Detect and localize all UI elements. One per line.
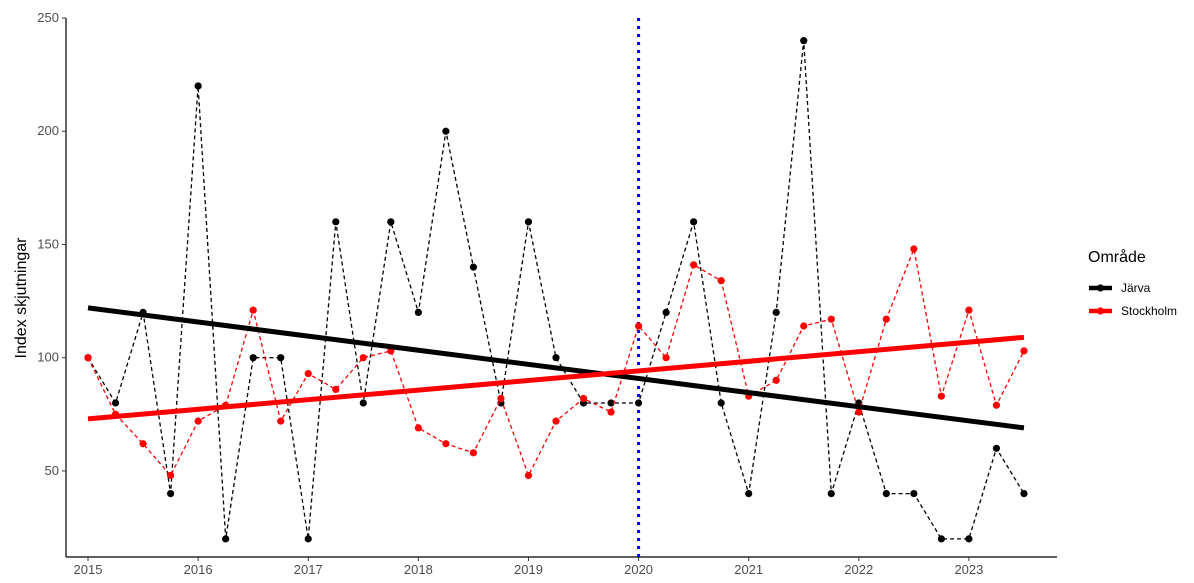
data-point-stockholm [607,408,615,416]
y-tick-label: 100 [37,350,59,365]
legend-items: Järva Stockholm [1089,281,1177,318]
data-point-j-rva [662,308,670,317]
data-point-stockholm [194,417,202,425]
x-tick-label: 2023 [954,562,983,577]
x-tick-label: 2018 [404,562,433,577]
data-point-j-rva [332,218,340,226]
data-point-j-rva [965,535,973,543]
data-point-stockholm [167,471,175,480]
data-point-stockholm [800,322,808,330]
legend-swatch-point [1096,284,1105,292]
data-point-stockholm [910,245,918,253]
legend: Område Järva Stockholm [1088,248,1177,318]
y-tick-label: 250 [37,10,59,25]
data-point-j-rva [111,399,120,407]
x-tick-label: 2020 [624,562,653,577]
data-point-j-rva [937,535,945,543]
data-point-stockholm [965,306,973,314]
data-point-j-rva [469,263,478,271]
data-point-j-rva [524,218,533,226]
data-point-j-rva [167,489,175,498]
data-point-stockholm [772,376,780,384]
legend-item-stockholm: Stockholm [1089,304,1177,318]
series-line-j-rva [87,40,1025,540]
data-point-stockholm [414,424,422,432]
x-tick-label: 2015 [74,562,103,577]
data-point-j-rva [222,535,230,543]
x-tick-label: 2021 [734,562,763,577]
series-j-rva [84,37,1028,543]
data-point-stockholm [524,471,533,480]
data-point-j-rva [442,127,450,135]
data-point-j-rva [717,399,725,407]
data-point-stockholm [359,354,367,362]
data-point-j-rva [194,82,202,90]
data-point-stockholm [992,401,1001,409]
data-point-j-rva [634,399,643,407]
x-tick-label: 2019 [514,562,543,577]
series-layer [84,37,1028,543]
data-point-stockholm [469,449,478,457]
data-point-j-rva [992,444,1001,452]
data-point-j-rva [414,308,422,317]
data-point-j-rva [249,354,257,362]
series-line-stockholm [87,246,1025,478]
data-point-stockholm [855,408,863,416]
data-point-stockholm [690,261,698,269]
legend-swatch-point [1096,307,1105,315]
data-point-j-rva [607,399,615,407]
data-point-stockholm [277,417,285,425]
data-point-j-rva [882,489,890,498]
data-point-j-rva [387,218,395,226]
data-point-j-rva [772,308,780,317]
data-point-stockholm [579,394,588,403]
data-point-stockholm [882,315,890,323]
trend-line-j-rva [87,305,1025,431]
data-point-j-rva [690,218,698,226]
legend-item-j-rva: Järva [1089,281,1151,295]
x-tick-label: 2017 [294,562,323,577]
data-point-j-rva [304,535,312,543]
x-tick-label: 2016 [184,562,213,577]
data-point-stockholm [84,354,92,362]
data-point-stockholm [442,440,450,448]
data-point-stockholm [552,417,560,425]
data-point-j-rva [277,354,285,362]
data-point-stockholm [827,315,835,323]
data-point-j-rva [910,489,918,498]
x-tick-label: 2022 [844,562,873,577]
trend-layer [87,305,1025,431]
data-point-stockholm [634,322,643,330]
y-tick-label: 50 [45,463,59,478]
data-point-j-rva [827,489,835,498]
data-point-j-rva [800,37,808,45]
trend-line-stockholm [87,334,1025,422]
data-point-stockholm [662,354,670,362]
data-point-stockholm [332,385,340,394]
data-point-stockholm [1020,347,1028,355]
data-point-stockholm [717,277,725,285]
data-point-stockholm [304,369,312,378]
data-point-stockholm [497,394,505,403]
series-stockholm [84,245,1028,480]
legend-title: Område [1088,248,1146,266]
legend-label: Järva [1121,281,1151,295]
y-tick-label: 150 [37,236,59,251]
y-tick-label: 200 [37,123,59,138]
data-point-j-rva [745,489,753,498]
data-point-j-rva [1020,489,1028,498]
data-point-stockholm [937,392,945,400]
legend-label: Stockholm [1121,304,1177,318]
data-point-stockholm [139,440,147,448]
data-point-j-rva [552,354,560,362]
axes: 50 100 150 200 250 2015 2016 2017 2018 2019 2020 20… [37,10,1057,577]
y-axis-title: Index skjutningar [13,237,30,359]
data-point-j-rva [359,399,367,407]
data-point-stockholm [249,306,257,314]
